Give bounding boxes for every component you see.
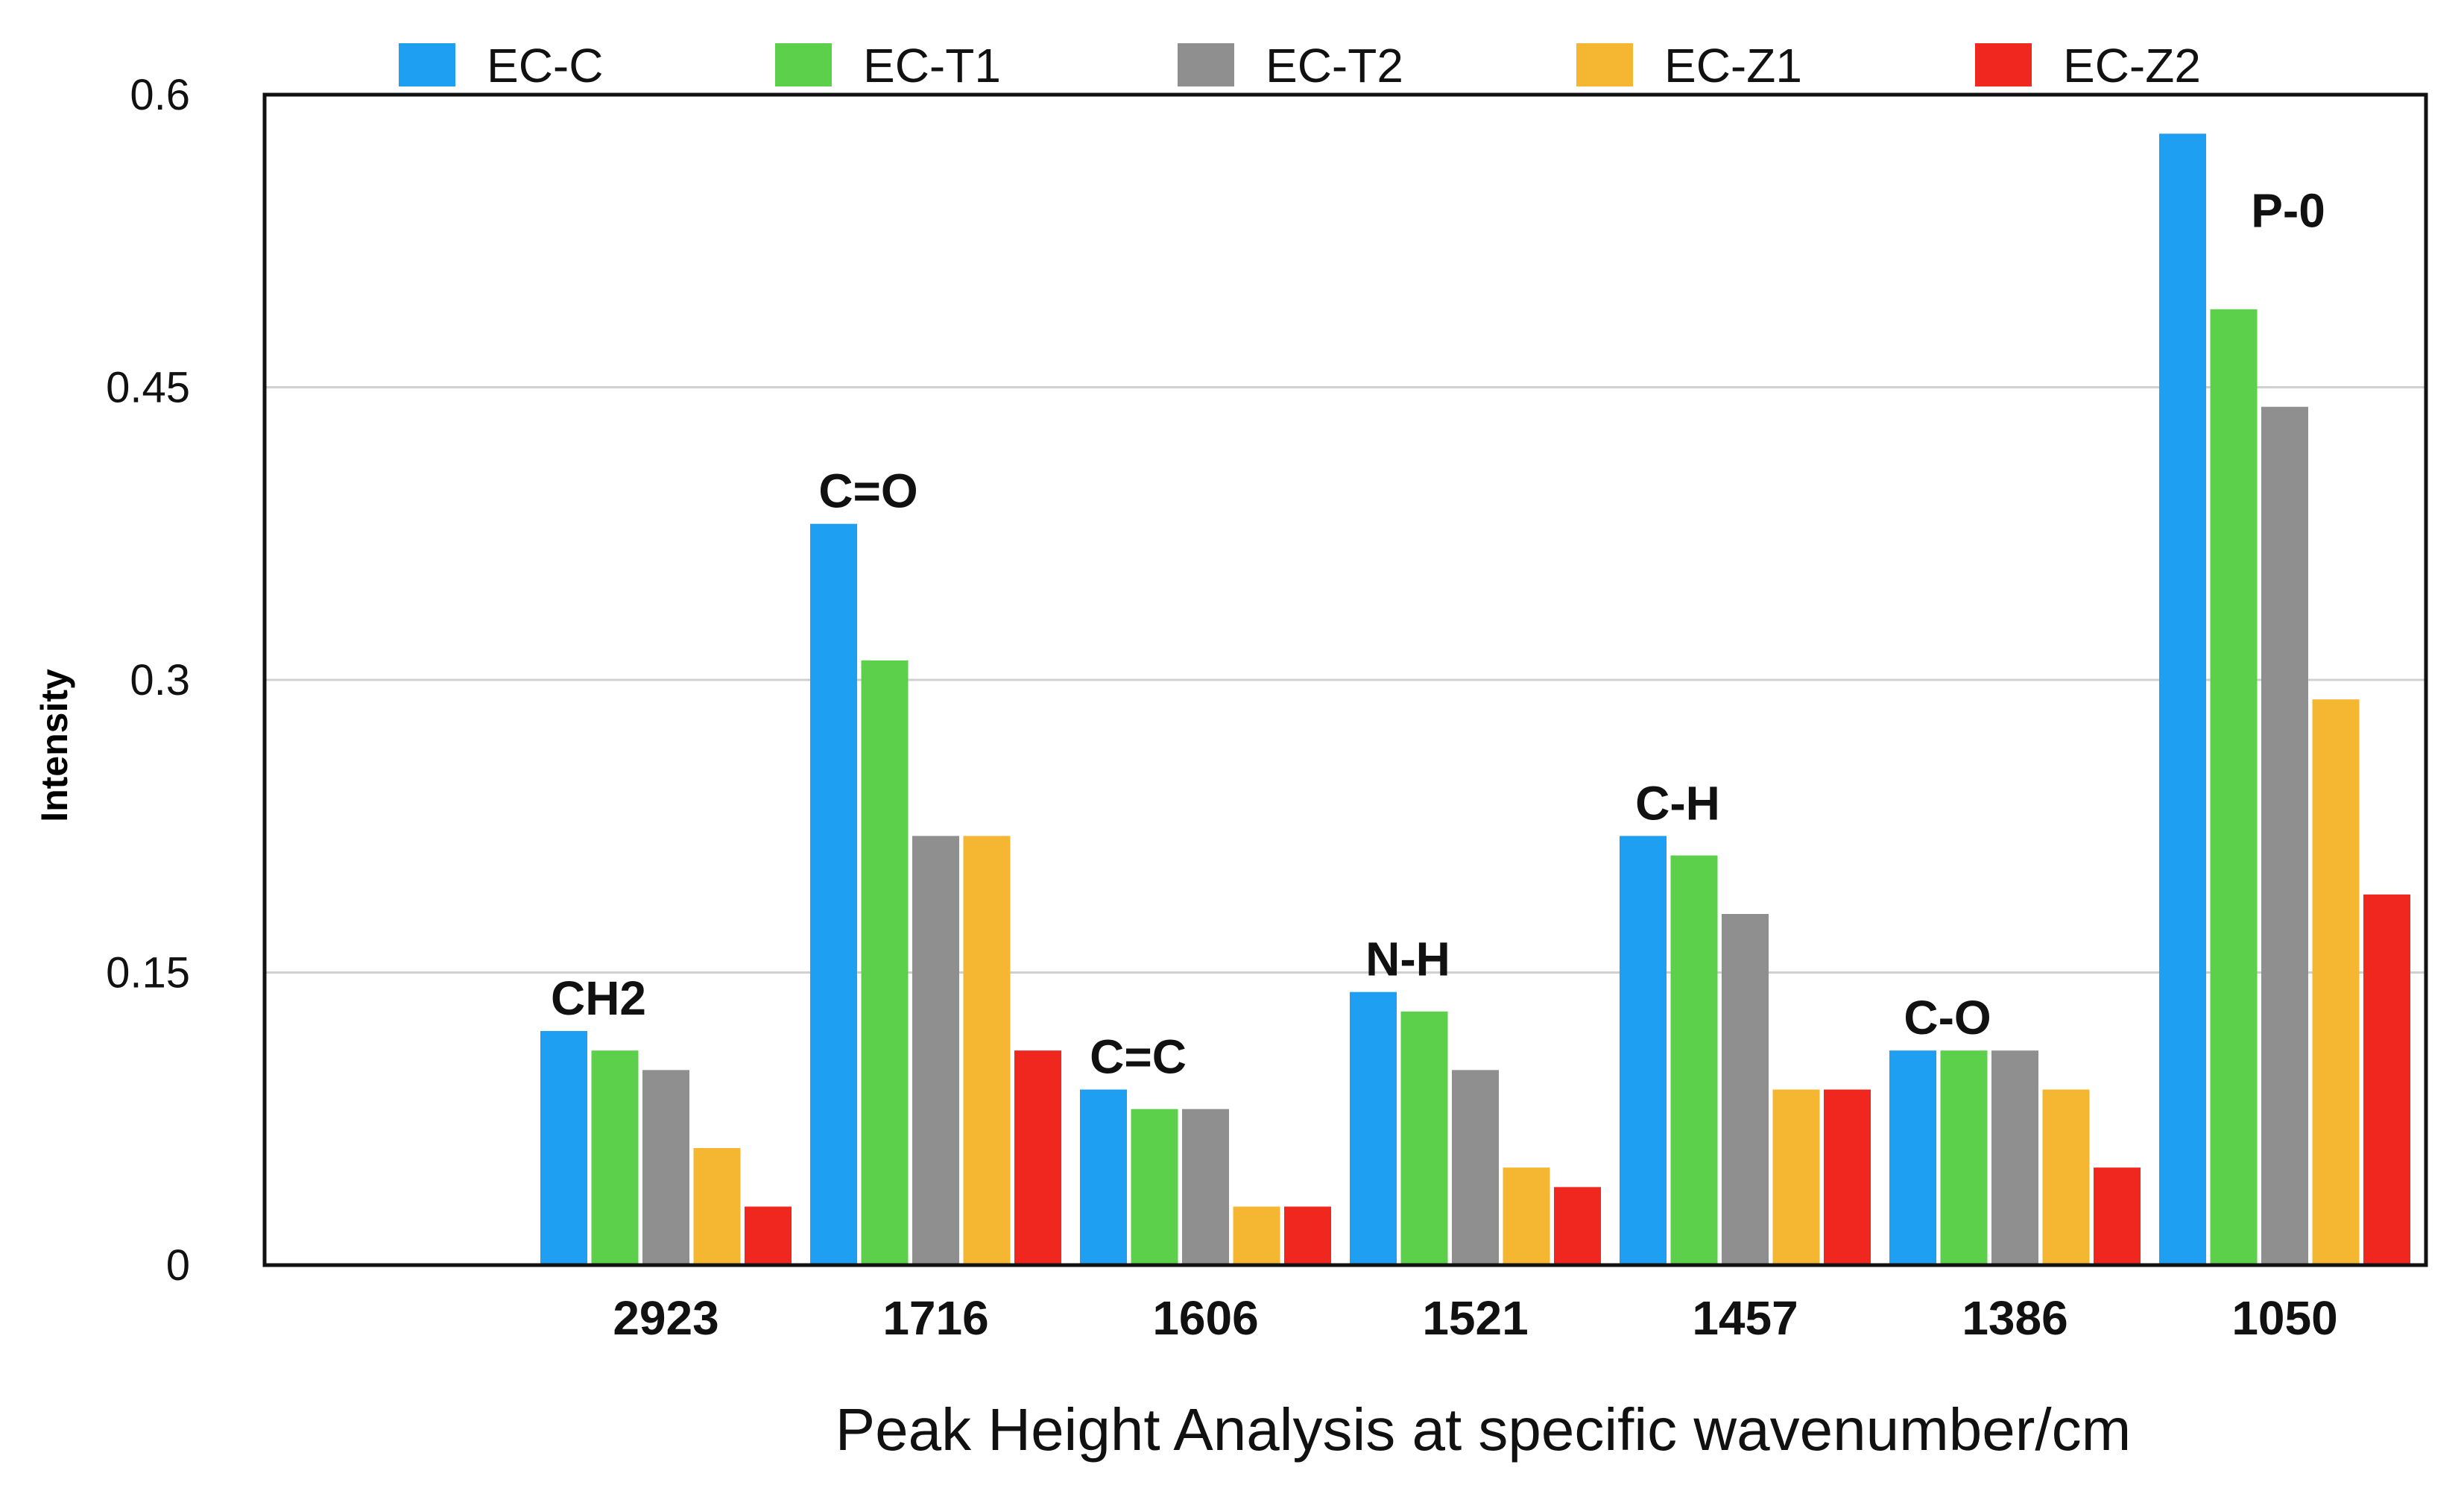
bar-ec-z1-2923 [693,1148,741,1265]
bar-ec-c-1521 [1350,992,1397,1265]
bar-ec-z1-1521 [1503,1167,1550,1265]
bar-ec-z1-1050 [2312,699,2360,1265]
bar-ec-t2-1050 [2261,406,2308,1265]
plot-frame [262,92,2428,1267]
bar-ec-z1-1457 [1772,1089,1820,1265]
bar-ec-z1-1716 [963,836,1011,1265]
bar-ec-z2-1606 [1284,1206,1331,1265]
annotation-c-o: C=O [818,464,917,518]
legend-label-ec-t2: EC-T2 [1266,39,1403,92]
bar-ec-t1-1521 [1400,1011,1448,1265]
bar-ec-t2-1716 [912,836,959,1265]
x-tick-label-1457: 1457 [1692,1291,1798,1345]
bar-ec-t1-1606 [1131,1109,1178,1265]
legend-label-ec-c: EC-C [487,39,603,92]
bar-ec-t1-1386 [1940,1050,1988,1265]
annotations: CH2 C=O C=C N-H C-H C-O P-0 [551,183,2325,1083]
bar-ec-z1-1606 [1233,1206,1280,1265]
bar-ec-c-1606 [1080,1089,1127,1265]
annotation-ch2: CH2 [551,971,646,1025]
x-tick-label-1716: 1716 [882,1291,988,1345]
x-tick-label-1050: 1050 [2231,1291,2337,1345]
bar-ec-c-1050 [2159,133,2206,1265]
bar-ec-t2-1386 [1991,1050,2038,1265]
bar-ec-z2-1457 [1824,1089,1871,1265]
bar-ec-c-1716 [810,523,857,1265]
bar-ec-t1-1050 [2210,309,2258,1265]
x-axis-label: Peak Height Analysis at specific wavenum… [835,1396,2132,1463]
annotation-p-0: P-0 [2251,183,2325,237]
x-tick-label-2923: 2923 [613,1291,718,1345]
gridlines [265,386,2426,974]
legend-swatch-ec-c [399,43,455,86]
y-tick-label-1: 0.15 [106,949,190,997]
bar-ec-t1-2923 [591,1050,639,1265]
legend-label-ec-t1: EC-T1 [863,39,1001,92]
y-axis-ticks: 0 0.15 0.3 0.45 0.6 [106,71,190,1290]
bar-ec-z2-1716 [1014,1050,1061,1265]
legend-swatch-ec-z2 [1975,43,2032,86]
legend-swatch-ec-t2 [1178,43,1234,86]
legend: EC-C EC-T1 EC-T2 EC-Z1 EC-Z2 [399,39,2201,92]
x-tick-label-1521: 1521 [1422,1291,1528,1345]
x-tick-label-1606: 1606 [1152,1291,1258,1345]
bar-ec-t1-1716 [861,660,909,1265]
x-tick-label-1386: 1386 [1962,1291,2067,1345]
bar-ec-t2-2923 [642,1070,689,1265]
x-axis-ticks: 2923 1716 1606 1521 1457 1386 1050 [613,1291,2337,1345]
y-tick-label-4: 0.6 [130,71,190,119]
legend-swatch-ec-z1 [1576,43,1633,86]
bar-ec-t1-1457 [1670,855,1718,1265]
bar-ec-c-1386 [1889,1050,1936,1265]
y-tick-label-3: 0.45 [106,364,190,412]
bar-ec-z2-1521 [1554,1187,1601,1265]
annotation-c-c: C=C [1090,1030,1187,1084]
legend-swatch-ec-t1 [775,43,832,86]
bar-ec-t2-1457 [1722,914,1769,1265]
annotation-c-h: C-H [1635,776,1720,830]
bars [540,133,2410,1265]
y-tick-label-2: 0.3 [130,656,190,704]
bar-ec-t2-1606 [1182,1109,1229,1265]
bar-ec-z2-2923 [745,1206,792,1265]
legend-label-ec-z2: EC-Z2 [2063,39,2201,92]
y-axis-label: Intensity [34,669,75,822]
bar-ec-z1-1386 [2042,1089,2090,1265]
bar-ec-z2-1050 [2363,894,2410,1265]
annotation-n-h: N-H [1365,933,1450,986]
annotation-c-o: C-O [1904,991,1991,1044]
bar-ec-c-2923 [540,1031,587,1265]
bar-ec-t2-1521 [1452,1070,1499,1265]
bar-ec-c-1457 [1620,836,1667,1265]
y-tick-label-0: 0 [166,1241,190,1290]
legend-label-ec-z1: EC-Z1 [1664,39,1802,92]
bar-ec-z2-1386 [2094,1167,2141,1265]
